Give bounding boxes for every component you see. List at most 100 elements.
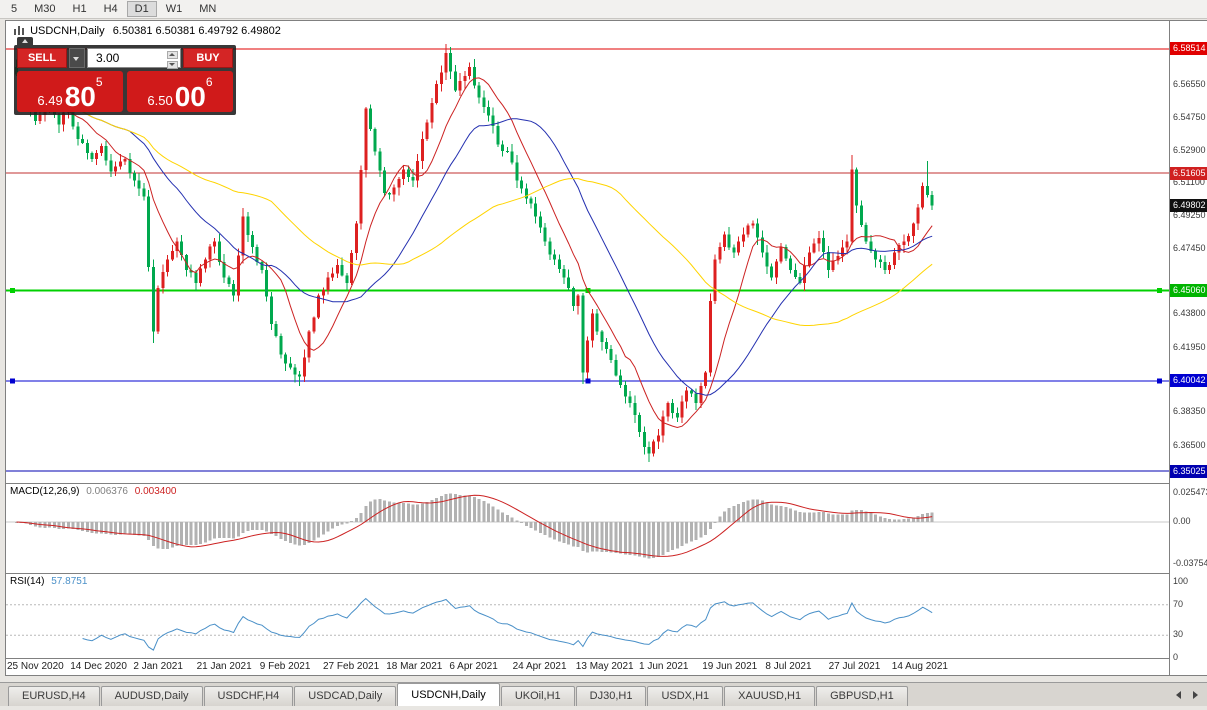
buy-price-small: 6.50 (147, 93, 173, 108)
macd-signal-value: 0.003400 (134, 486, 177, 497)
hline-price-tag: 6.45060 (1170, 284, 1207, 298)
chart-tab-audusd-daily[interactable]: AUDUSD,Daily (100, 686, 203, 706)
price-scale-label: 6.41950 (1173, 341, 1206, 352)
chart-tab-usdchf-h4[interactable]: USDCHF,H4 (203, 686, 294, 706)
timeframe-button-5[interactable]: 5 (3, 1, 25, 17)
chart-tab-usdx-h1[interactable]: USDX,H1 (647, 686, 724, 706)
chart-title: USDCNH,Daily (30, 25, 105, 37)
macd-signal-line (16, 494, 933, 557)
time-axis-label: 25 Nov 2020 (7, 661, 64, 672)
timeframe-button-d1[interactable]: D1 (126, 1, 157, 17)
time-axis-label: 8 Jul 2021 (765, 661, 812, 672)
price-scale-label: 6.56550 (1173, 79, 1206, 90)
chart-panels: USDCNH,Daily 6.50381 6.50381 6.49792 6.4… (6, 21, 1169, 675)
timeframe-toolbar: 5 M30 H1 H4 D1 W1 MN (0, 0, 1207, 19)
order-type-dropdown-icon[interactable] (69, 48, 85, 68)
time-axis[interactable]: 25 Nov 2020 14 Dec 2020 2 Jan 2021 21 Jan 2… (6, 658, 1169, 675)
chart-ohlc-values: 6.50381 6.50381 6.49792 6.49802 (112, 25, 281, 37)
macd-scale-label: -0.037543 (1173, 558, 1207, 569)
time-axis-label: 14 Dec 2020 (70, 661, 127, 672)
chart-tab-eurusd-h4[interactable]: EURUSD,H4 (8, 686, 100, 706)
chart-tab-dj30-h1[interactable]: DJ30,H1 (575, 686, 647, 706)
sell-price-display[interactable]: 6.49 80 5 (17, 71, 123, 112)
one-click-trading-panel: SELL 3.00 BUY 6.49 (14, 37, 236, 115)
rsi-header: RSI(14) 57.8751 (10, 576, 87, 587)
sell-price-big: 80 (64, 81, 96, 113)
time-axis-label: 1 Jun 2021 (639, 661, 689, 672)
macd-main-value: 0.006376 (86, 486, 128, 497)
volume-stepper (167, 51, 178, 69)
rsi-scale-label: 0 (1173, 652, 1179, 662)
rsi-scale-label: 70 (1173, 598, 1184, 609)
timeframe-button-h1[interactable]: H1 (65, 1, 95, 17)
hline-price-tag: 6.35025 (1170, 464, 1207, 478)
time-axis-label: 21 Jan 2021 (196, 661, 252, 672)
rsi-label: RSI(14) (10, 576, 45, 587)
volume-value: 3.00 (96, 51, 120, 65)
buy-price-display[interactable]: 6.50 00 6 (127, 71, 233, 112)
chart-header: USDCNH,Daily 6.50381 6.50381 6.49792 6.4… (14, 25, 281, 37)
chart-area[interactable]: USDCNH,Daily 6.50381 6.50381 6.49792 6.4… (5, 20, 1207, 676)
macd-panel[interactable]: MACD(12,26,9) 0.006376 0.003400 (6, 483, 1169, 573)
main-chart-panel[interactable]: USDCNH,Daily 6.50381 6.50381 6.49792 6.4… (6, 21, 1169, 483)
time-axis-label: 19 Jun 2021 (702, 661, 758, 672)
chart-tab-xauusd-h1[interactable]: XAUUSD,H1 (724, 686, 816, 706)
macd-histogram (15, 493, 934, 559)
price-scale-label: 6.38350 (1173, 406, 1206, 417)
price-scale-label: 6.36500 (1173, 439, 1206, 450)
sell-button[interactable]: SELL (17, 48, 67, 68)
volume-input[interactable]: 3.00 (87, 48, 181, 69)
sell-price-sup: 5 (95, 75, 103, 89)
macd-scale-label: 0.00 (1173, 516, 1191, 526)
time-axis-label: 6 Apr 2021 (449, 661, 498, 672)
buy-button[interactable]: BUY (183, 48, 233, 68)
sell-price-small: 6.49 (37, 93, 63, 108)
price-scale-label: 6.49250 (1173, 210, 1206, 221)
chart-tab-usdcnh-daily[interactable]: USDCNH,Daily (397, 683, 500, 706)
price-scale-label: 6.47450 (1173, 242, 1206, 253)
chart-tab-bar: EURUSD,H4 AUDUSD,Daily USDCHF,H4 USDCAD,Dai… (0, 682, 1207, 706)
buy-price-sup: 6 (205, 75, 213, 89)
time-axis-label: 14 Aug 2021 (891, 661, 948, 672)
time-axis-label: 2 Jan 2021 (133, 661, 183, 672)
time-axis-label: 13 May 2021 (575, 661, 634, 672)
hline-price-tag: 6.40042 (1170, 374, 1207, 388)
rsi-value: 57.8751 (51, 576, 88, 587)
timeframe-button-w1[interactable]: W1 (158, 1, 191, 17)
tabs-scroll-right-icon[interactable] (1189, 689, 1201, 701)
timeframe-button-m30[interactable]: M30 (26, 1, 63, 17)
macd-scale-label: 0.025473 (1173, 487, 1207, 498)
volume-down-icon[interactable] (167, 61, 178, 69)
timeframe-button-h4[interactable]: H4 (96, 1, 126, 17)
macd-header: MACD(12,26,9) 0.006376 0.003400 (10, 486, 176, 497)
time-axis-label: 24 Apr 2021 (512, 661, 567, 672)
chart-tab-gbpusd-h1[interactable]: GBPUSD,H1 (816, 686, 908, 706)
macd-chart (6, 493, 1169, 559)
collapse-trade-panel-button[interactable] (17, 37, 33, 45)
chart-tab-usdcad-daily[interactable]: USDCAD,Daily (294, 686, 397, 706)
chart-icon (14, 26, 24, 35)
time-axis-label: 27 Feb 2021 (323, 661, 380, 672)
price-scale-label: 6.51100 (1173, 177, 1205, 188)
volume-up-icon[interactable] (167, 51, 178, 59)
moving-average-lines (16, 74, 933, 429)
tabs-scroll-left-icon[interactable] (1173, 689, 1185, 701)
time-axis-label: 27 Jul 2021 (828, 661, 881, 672)
rsi-scale-label: 100 (1173, 576, 1189, 586)
rsi-chart (6, 597, 1169, 651)
buy-price-big: 00 (174, 81, 206, 113)
price-scale-label: 6.54750 (1173, 111, 1206, 122)
hline-price-tag: 6.58514 (1170, 42, 1207, 56)
current-price-tag: 6.49802 (1170, 199, 1207, 212)
price-scale-label: 6.43800 (1173, 308, 1206, 319)
rsi-scale-label: 30 (1173, 629, 1184, 640)
time-axis-label: 18 Mar 2021 (386, 661, 443, 672)
price-scale[interactable]: 6.56550 6.54750 6.52900 6.51100 6.49250 6.474… (1169, 21, 1207, 675)
rsi-panel[interactable]: RSI(14) 57.8751 (6, 573, 1169, 658)
rsi-line (82, 597, 933, 651)
chart-tab-ukoil-h1[interactable]: UKOil,H1 (500, 686, 575, 706)
timeframe-button-mn[interactable]: MN (191, 1, 224, 17)
time-axis-label: 9 Feb 2021 (259, 661, 311, 672)
price-scale-label: 6.52900 (1173, 144, 1206, 155)
